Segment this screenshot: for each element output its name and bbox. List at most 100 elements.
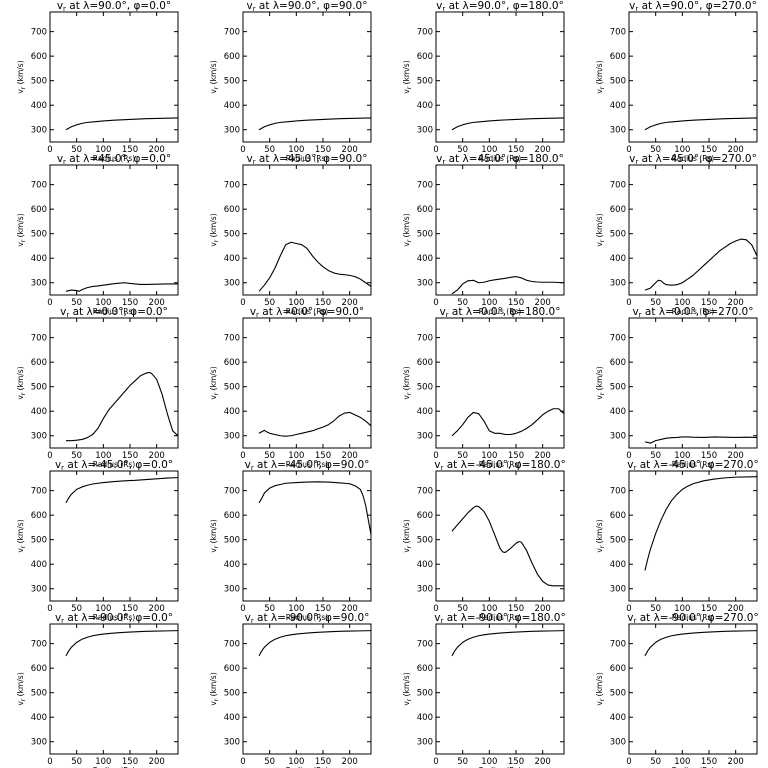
x-tick-label: 50 bbox=[457, 604, 468, 614]
x-tick-label: 150 bbox=[508, 757, 524, 767]
x-axis-label: Radius (Rs) bbox=[286, 613, 329, 622]
x-tick-label: 200 bbox=[342, 451, 358, 461]
chart-title: vr at λ=90.0°, φ=180.0° bbox=[436, 0, 564, 13]
plot-frame bbox=[242, 623, 372, 755]
y-tick-label: 400 bbox=[417, 713, 433, 723]
x-axis-label: Radius (Rs) bbox=[672, 460, 715, 469]
chart-title: vr at λ=0.0°, φ=270.0° bbox=[632, 306, 753, 319]
x-tick-label: 100 bbox=[288, 298, 304, 308]
chart-title: vr at λ=-45.0°, φ=90.0° bbox=[245, 459, 370, 472]
series-line bbox=[258, 117, 371, 131]
x-tick-label: 0 bbox=[433, 451, 438, 461]
y-tick-label: 500 bbox=[610, 689, 626, 699]
chart-title: vr at λ=90.0°, φ=0.0° bbox=[57, 0, 171, 13]
x-tick-label: 50 bbox=[457, 451, 468, 461]
chart-title: vr at λ=-45.0°, φ=180.0° bbox=[434, 459, 565, 472]
y-tick-label: 500 bbox=[31, 689, 47, 699]
x-tick-label: 150 bbox=[701, 451, 717, 461]
y-tick-label: 600 bbox=[31, 205, 47, 215]
x-tick-label: 200 bbox=[535, 757, 551, 767]
series-line bbox=[644, 476, 757, 571]
x-axis-label: Radius (Rs) bbox=[93, 460, 136, 469]
x-tick-label: 150 bbox=[122, 298, 138, 308]
x-tick-label: 50 bbox=[264, 145, 275, 155]
chart-panel: 0 50 100 150 200 300 400 500 600 700 vr at λ=-90.0… bbox=[209, 612, 372, 768]
y-tick-label: 700 bbox=[610, 487, 626, 497]
x-axis-label: Radius (Rs) bbox=[286, 460, 329, 469]
y-axis-label: vr (km/s) bbox=[209, 213, 220, 246]
y-tick-label: 300 bbox=[224, 585, 240, 595]
x-tick-label: 0 bbox=[240, 757, 245, 767]
x-tick-label: 50 bbox=[650, 451, 661, 461]
x-axis-label: Radius (Rs) bbox=[672, 307, 715, 316]
chart-panel: 0 50 100 150 200 300 400 500 600 700 vr at λ=-90.0… bbox=[16, 612, 179, 768]
x-tick-label: 200 bbox=[342, 757, 358, 767]
y-tick-label: 300 bbox=[610, 126, 626, 136]
y-tick-label: 700 bbox=[224, 28, 240, 38]
x-tick-label: 150 bbox=[701, 757, 717, 767]
x-tick-label: 100 bbox=[288, 451, 304, 461]
x-tick-label: 100 bbox=[481, 451, 497, 461]
y-tick-label: 500 bbox=[417, 77, 433, 87]
y-tick-label: 500 bbox=[31, 230, 47, 240]
x-tick-label: 150 bbox=[508, 451, 524, 461]
y-axis-label: vr (km/s) bbox=[595, 366, 606, 399]
x-tick-label: 0 bbox=[47, 298, 52, 308]
y-tick-label: 700 bbox=[31, 28, 47, 38]
chart-title: vr at λ=90.0°, φ=270.0° bbox=[629, 0, 757, 13]
x-tick-label: 100 bbox=[288, 757, 304, 767]
series-line bbox=[644, 630, 757, 657]
y-tick-label: 500 bbox=[31, 383, 47, 393]
x-axis-label: Radius (Rs) bbox=[672, 766, 715, 768]
y-tick-label: 300 bbox=[417, 738, 433, 748]
x-tick-label: 0 bbox=[47, 757, 52, 767]
x-tick-label: 100 bbox=[288, 604, 304, 614]
x-tick-label: 50 bbox=[264, 604, 275, 614]
chart-title: vr at λ=-90.0°, φ=0.0° bbox=[55, 612, 173, 625]
y-tick-label: 700 bbox=[417, 181, 433, 191]
chart-title: vr at λ=0.0°, φ=0.0° bbox=[60, 306, 168, 319]
x-tick-label: 50 bbox=[457, 145, 468, 155]
x-tick-label: 200 bbox=[535, 145, 551, 155]
series-line bbox=[451, 276, 564, 295]
plot-frame bbox=[242, 11, 372, 143]
x-tick-label: 200 bbox=[342, 604, 358, 614]
chart-panel: 0 50 100 150 200 300 400 500 600 700 vr at λ=90.0°… bbox=[402, 0, 565, 163]
x-tick-label: 100 bbox=[481, 298, 497, 308]
y-tick-label: 500 bbox=[224, 536, 240, 546]
y-tick-label: 700 bbox=[224, 487, 240, 497]
y-tick-label: 700 bbox=[417, 640, 433, 650]
y-axis-label: vr (km/s) bbox=[16, 519, 27, 552]
x-axis-label: Radius (Rs) bbox=[479, 154, 522, 163]
chart-panel: 0 50 100 150 200 300 400 500 600 700 vr at λ=-90.0… bbox=[595, 612, 759, 768]
y-tick-label: 600 bbox=[224, 205, 240, 215]
y-tick-label: 400 bbox=[417, 254, 433, 264]
y-tick-label: 600 bbox=[610, 205, 626, 215]
x-tick-label: 0 bbox=[240, 451, 245, 461]
x-axis-label: Radius (Rs) bbox=[479, 613, 522, 622]
y-tick-label: 300 bbox=[417, 432, 433, 442]
y-tick-label: 700 bbox=[31, 487, 47, 497]
y-tick-label: 700 bbox=[31, 640, 47, 650]
x-tick-label: 200 bbox=[728, 451, 744, 461]
x-tick-label: 100 bbox=[95, 145, 111, 155]
x-tick-label: 200 bbox=[149, 604, 165, 614]
x-tick-label: 100 bbox=[288, 145, 304, 155]
y-tick-label: 600 bbox=[417, 52, 433, 62]
y-tick-label: 400 bbox=[31, 713, 47, 723]
y-tick-label: 300 bbox=[31, 126, 47, 136]
y-axis-label: vr (km/s) bbox=[402, 519, 413, 552]
plot-frame bbox=[242, 317, 372, 449]
y-axis-label: vr (km/s) bbox=[402, 366, 413, 399]
y-tick-label: 400 bbox=[417, 560, 433, 570]
plot-frame bbox=[628, 317, 758, 449]
series-line bbox=[451, 505, 564, 587]
x-axis-label: Radius (Rs) bbox=[93, 307, 136, 316]
y-tick-label: 500 bbox=[224, 77, 240, 87]
plot-frame bbox=[435, 317, 565, 449]
y-tick-label: 400 bbox=[31, 254, 47, 264]
x-tick-label: 100 bbox=[95, 604, 111, 614]
x-tick-label: 50 bbox=[71, 145, 82, 155]
y-tick-label: 600 bbox=[31, 664, 47, 674]
